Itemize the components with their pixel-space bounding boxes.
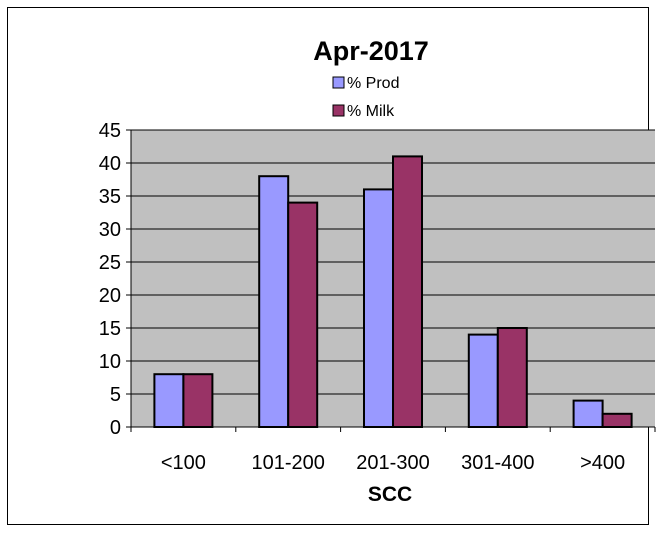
x-axis-label: SCC <box>368 483 412 506</box>
y-tick-label: 15 <box>99 318 121 340</box>
x-tick-label: 101-200 <box>251 452 324 474</box>
y-tick-label: 20 <box>99 285 121 307</box>
legend-label-prod: % Prod <box>347 75 399 92</box>
legend-swatch-milk <box>332 104 345 117</box>
bar-milk <box>392 155 423 428</box>
bar-milk <box>601 412 633 428</box>
bar-milk <box>287 201 319 428</box>
x-tick-label: <100 <box>161 452 206 474</box>
y-tick-label: 10 <box>99 351 121 373</box>
bar-milk <box>496 327 528 428</box>
y-tick-label: 45 <box>99 120 121 142</box>
legend: % Prod % Milk <box>332 75 399 120</box>
legend-swatch-prod <box>332 76 345 89</box>
y-tick-label: 25 <box>99 252 121 274</box>
axes <box>130 130 655 428</box>
y-tick-label: 35 <box>99 186 121 208</box>
bar-milk <box>182 373 214 429</box>
y-tick-label: 5 <box>110 384 121 406</box>
bar-prod <box>467 333 499 429</box>
bar-prod <box>572 399 604 429</box>
bar-prod <box>363 188 394 428</box>
x-tick-label: >400 <box>580 452 625 474</box>
y-tick-label: 30 <box>99 219 121 241</box>
legend-label-milk: % Milk <box>347 103 395 120</box>
x-axis-ticks: <100 101-200 201-300 301-400 >400 <box>130 427 656 474</box>
x-tick-label: 201-300 <box>356 452 429 474</box>
bar-prod <box>153 373 185 429</box>
y-tick-label: 40 <box>99 153 121 175</box>
x-tick-label: 301-400 <box>461 452 534 474</box>
bar-prod <box>258 175 290 428</box>
y-axis-ticks: 0 5 10 15 20 25 30 35 40 45 <box>99 120 131 439</box>
chart-title: Apr-2017 <box>313 36 429 66</box>
y-tick-label: 0 <box>110 417 121 439</box>
